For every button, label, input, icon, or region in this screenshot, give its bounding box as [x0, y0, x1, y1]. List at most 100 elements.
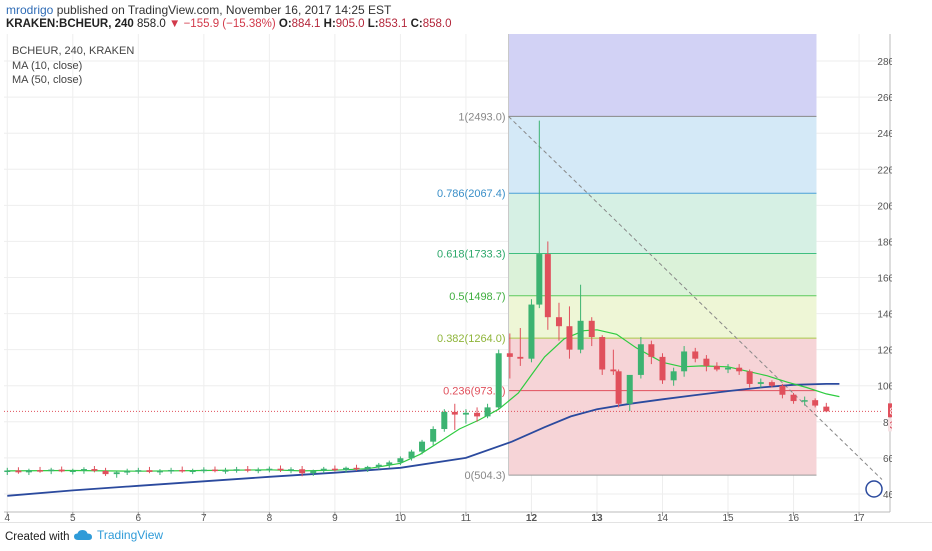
candle	[408, 449, 415, 461]
candle	[626, 374, 633, 411]
y-tick-label: 2000.0	[877, 201, 892, 212]
y-tick-label: 1600.0	[877, 274, 892, 285]
candle	[255, 467, 262, 474]
candle	[244, 466, 251, 473]
candle	[637, 337, 644, 379]
x-tick-label: 13	[591, 513, 603, 522]
fib-band	[508, 116, 817, 194]
tradingview-logo[interactable]: TradingView	[73, 528, 163, 542]
fib-level-label: 0.5(1498.7)	[449, 291, 505, 303]
candle	[179, 466, 186, 473]
candle-body	[703, 358, 710, 366]
candle-body	[544, 254, 551, 318]
cloud-icon	[74, 530, 92, 540]
candle	[610, 349, 617, 375]
ma10-line	[7, 329, 840, 472]
x-tick-label: 15	[722, 513, 734, 522]
candle	[211, 466, 218, 473]
x-tick-label: 8	[267, 513, 273, 522]
y-tick-label: 1200.0	[877, 346, 892, 357]
x-tick-label: 7	[201, 513, 207, 522]
candle	[517, 328, 524, 366]
candle-body	[179, 469, 186, 472]
published-text: published on TradingView.com, November 1…	[56, 3, 392, 17]
candle	[156, 469, 163, 476]
created-with-text: Created with	[5, 531, 70, 543]
legend-ma10[interactable]: MA (10, close)	[12, 59, 83, 72]
candle-body	[768, 382, 775, 386]
candle-body	[555, 317, 562, 327]
candle-body	[277, 468, 284, 471]
candle	[91, 466, 98, 473]
low-value: 853.1	[378, 18, 408, 30]
chart-area[interactable]: 0(504.3) 0.236(973.1) 0.382(1264.0) 0.5(149…	[4, 34, 916, 524]
candle-body	[113, 472, 120, 475]
candle-body	[233, 469, 240, 471]
price-chart[interactable]: 0(504.3) 0.236(973.1) 0.382(1264.0) 0.5(149…	[4, 34, 916, 524]
candle-body	[637, 344, 644, 375]
candle-body	[364, 466, 371, 470]
candle-body	[156, 470, 163, 473]
candle	[135, 467, 142, 474]
trend-line	[508, 116, 883, 480]
candle	[736, 364, 743, 375]
candle	[801, 396, 808, 406]
candle-body	[320, 468, 327, 471]
candle-body	[15, 470, 22, 473]
chart-settings-icon[interactable]	[865, 480, 883, 498]
candle	[375, 462, 382, 470]
candle-body	[146, 470, 153, 472]
chart-legend: BCHEUR, 240, KRAKEN MA (10, close) MA (5…	[12, 44, 134, 88]
y-tick-label: 600.0	[883, 454, 892, 465]
candle-body	[517, 356, 524, 359]
price-change: −155.9 (−15.38%)	[183, 18, 276, 30]
candle-body	[4, 470, 11, 473]
legend-symbol[interactable]: BCHEUR, 240, KRAKEN	[12, 45, 135, 57]
candle-body	[91, 469, 98, 471]
candle-body	[222, 470, 229, 472]
y-tick-label: 2800.0	[877, 57, 892, 68]
candle-body	[189, 470, 196, 473]
candles	[4, 120, 830, 478]
candle-body	[588, 320, 595, 338]
candle-body	[266, 468, 273, 471]
candle	[725, 364, 732, 374]
candle	[648, 340, 655, 365]
candle	[48, 467, 55, 475]
ma50-line	[7, 382, 840, 497]
candle	[266, 466, 273, 473]
candle	[331, 465, 338, 472]
candle	[659, 353, 666, 384]
moving-averages	[4, 329, 882, 497]
candle-body	[102, 470, 109, 475]
x-tick-label: 16	[788, 513, 800, 522]
candle	[15, 467, 22, 474]
candle-body	[692, 351, 699, 359]
candle	[692, 347, 699, 363]
candle	[364, 465, 371, 472]
candle	[25, 468, 32, 476]
publish-header: mrodrigo published on TradingView.com, N…	[6, 3, 391, 17]
candle-body	[506, 353, 513, 357]
candle-body	[310, 470, 317, 474]
x-tick-label: 6	[136, 513, 142, 522]
candle	[343, 466, 350, 473]
author-link[interactable]: mrodrigo	[6, 3, 54, 17]
candle-body	[757, 382, 764, 384]
down-arrow-icon: ▼	[169, 18, 181, 30]
candle-body	[681, 351, 688, 372]
y-tick-label: 1400.0	[877, 310, 892, 321]
candle	[779, 383, 786, 399]
candle-body	[397, 458, 404, 463]
candle	[37, 466, 44, 473]
candle-body	[801, 400, 808, 402]
candle	[113, 470, 120, 478]
candle-body	[343, 467, 350, 470]
legend-ma50[interactable]: MA (50, close)	[12, 74, 83, 86]
candle-body	[37, 470, 44, 472]
candle	[299, 466, 306, 477]
candle	[58, 466, 65, 473]
symbol-name: KRAKEN:BCHEUR, 240	[6, 18, 134, 30]
candle	[287, 467, 294, 474]
close-label: C:	[410, 18, 423, 30]
